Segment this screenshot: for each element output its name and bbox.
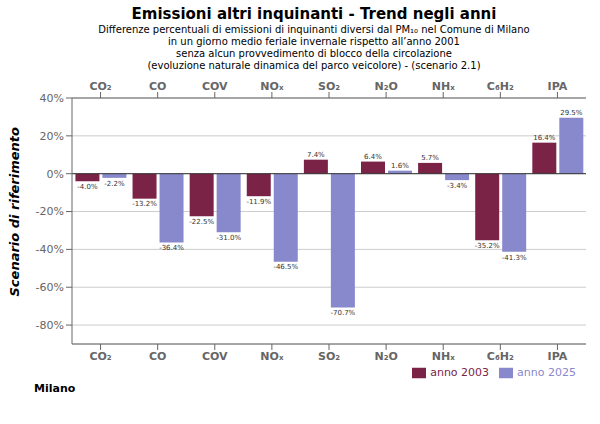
html-text:anno 2025: anno 2025	[517, 366, 576, 379]
svg-text:COV: COV	[202, 350, 228, 363]
svg-text:NOₓ: NOₓ	[260, 350, 284, 363]
svg-text:-20%: -20%	[36, 205, 64, 218]
html-text:senza alcun provvedimento di b: senza alcun provvedimento di blocco dell…	[176, 48, 452, 59]
svg-text:N₂O: N₂O	[374, 350, 397, 363]
svg-text:-22.5%: -22.5%	[189, 218, 214, 226]
svg-text:20%: 20%	[40, 130, 64, 143]
svg-text:-80%: -80%	[36, 319, 64, 332]
html-text:(evoluzione naturale dinamica: (evoluzione naturale dinamica del parco …	[147, 60, 481, 71]
svg-text:C₆H₂: C₆H₂	[487, 80, 514, 93]
html-text:Milano: Milano	[34, 382, 76, 395]
svg-text:1.6%: 1.6%	[391, 162, 409, 170]
svg-text:SO₂: SO₂	[318, 350, 340, 363]
svg-text:N₂O: N₂O	[374, 80, 397, 93]
html-text:Emissioni altri inquinanti - T: Emissioni altri inquinanti - Trend negli…	[131, 5, 497, 23]
svg-text:CO₂: CO₂	[89, 80, 111, 93]
svg-text:IPA: IPA	[548, 350, 568, 363]
svg-text:40%: 40%	[40, 92, 64, 105]
svg-text:16.4%: 16.4%	[533, 134, 556, 142]
svg-text:NHₓ: NHₓ	[432, 350, 455, 363]
svg-text:-46.5%: -46.5%	[273, 263, 298, 271]
svg-text:C₆H₂: C₆H₂	[487, 350, 514, 363]
html-text:in un giorno medio feriale inv: in un giorno medio feriale invernale ris…	[168, 36, 460, 47]
svg-text:-60%: -60%	[36, 281, 64, 294]
svg-text:NHₓ: NHₓ	[432, 80, 455, 93]
svg-text:-2.2%: -2.2%	[104, 180, 125, 188]
svg-text:CO₂: CO₂	[89, 350, 111, 363]
svg-text:-3.4%: -3.4%	[447, 182, 468, 190]
svg-text:-40%: -40%	[36, 243, 64, 256]
svg-text:CO: CO	[149, 350, 166, 363]
svg-text:-35.2%: -35.2%	[475, 242, 500, 250]
svg-text:CO: CO	[149, 80, 166, 93]
svg-text:IPA: IPA	[548, 80, 568, 93]
svg-text:-4.0%: -4.0%	[77, 183, 98, 191]
html-text:anno 2003: anno 2003	[430, 366, 490, 379]
svg-text:5.7%: 5.7%	[421, 154, 439, 162]
svg-text:-13.2%: -13.2%	[132, 200, 157, 208]
svg-text:-36.4%: -36.4%	[159, 244, 184, 252]
svg-text:-41.3%: -41.3%	[502, 254, 527, 262]
svg-text:6.4%: 6.4%	[364, 153, 382, 161]
svg-text:7.4%: 7.4%	[307, 151, 325, 159]
svg-text:-11.9%: -11.9%	[246, 198, 271, 206]
svg-text:SO₂: SO₂	[318, 80, 340, 93]
svg-text:NOₓ: NOₓ	[260, 80, 284, 93]
html-text:Differenze percentuali di emis: Differenze percentuali di emissioni di i…	[98, 24, 530, 35]
html-text:Scenario di riferimento: Scenario di riferimento	[6, 127, 22, 297]
svg-text:29.5%: 29.5%	[560, 109, 583, 117]
svg-text:-31.0%: -31.0%	[216, 234, 241, 242]
svg-text:-70.7%: -70.7%	[330, 309, 355, 317]
svg-text:0%: 0%	[47, 168, 64, 181]
svg-text:COV: COV	[202, 80, 228, 93]
